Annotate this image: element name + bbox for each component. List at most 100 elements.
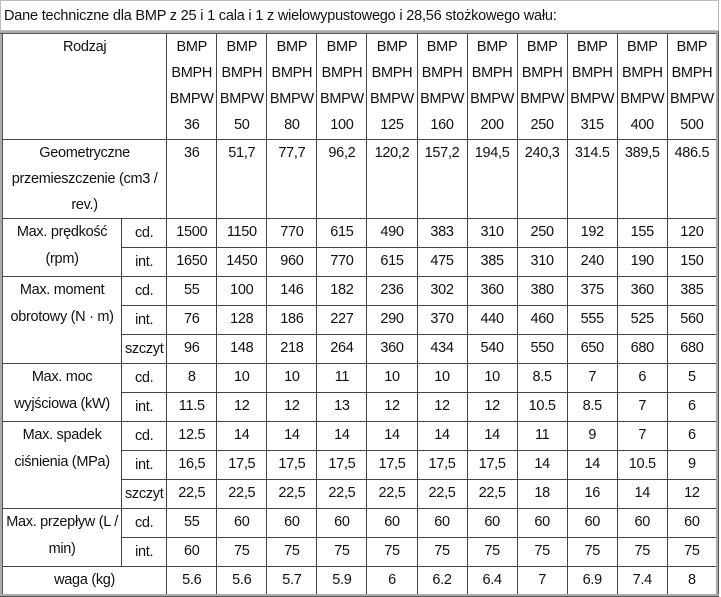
value-cell: 370 [416,305,468,335]
value-cell: 12 [366,392,418,422]
value-cell: 10 [416,363,468,393]
model-header-cell: BMP BMPH BMPW 250 [516,32,568,140]
value-cell: 14 [366,421,418,451]
value-cell: 7 [616,421,668,451]
value-cell: 17,5 [416,450,468,480]
model-size: 200 [480,117,504,133]
value-cell: 14 [566,450,618,480]
sub-label: int. [121,537,168,567]
value-cell: 770 [266,218,318,248]
value-cell: 77,7 [266,139,318,219]
model-l1: BMP [576,39,608,55]
value-cell: 5.6 [166,566,218,596]
weight-row: waga (kg) 5.6 5.6 5.7 5.9 6 6.2 6.4 7 6.9 7.4 8 [0,566,719,596]
model-l1: BMP [627,39,658,55]
model-size: 500 [680,117,704,133]
value-cell: 75 [366,537,418,567]
value-cell: 6.9 [566,566,618,596]
value-cell: 227 [316,305,368,335]
value-cell: 7.4 [616,566,668,596]
value-cell: 770 [316,247,368,277]
value-cell: 22,5 [466,479,518,509]
value-cell: 17,5 [466,450,518,480]
model-l2: BMPH [521,65,563,81]
header-label: Rodzaj [0,32,168,140]
value-cell: 14 [416,421,468,451]
model-size: 50 [234,117,250,133]
model-header-cell: BMP BMPH BMPW 80 [266,32,318,140]
value-cell: 192 [566,218,618,248]
value-cell: 14 [466,421,518,451]
sub-label: cd. [121,363,168,393]
value-cell: 182 [316,276,368,306]
model-l3: BMPW [420,91,465,107]
value-cell: 360 [366,334,418,364]
table-row: Max. moc wyjściowa (kW) cd. 8 10 10 11 10 10 10 8… [0,363,719,422]
model-l3: BMPW [520,91,565,107]
model-l2: BMPH [621,65,663,81]
model-header-cell: BMP BMPH BMPW 160 [416,32,468,140]
value-cell: 10.5 [516,392,568,422]
row-label: Max. prędkość (rpm) [0,218,123,277]
value-cell: 250 [516,218,568,248]
sub-label: szczyt [121,479,168,509]
model-size: 80 [284,117,300,133]
model-l2: BMPH [221,65,263,81]
header-row: Rodzaj BMP BMPH BMPW 36 BMP BMPH BMPW 50 BMP BMPH B… [0,32,719,140]
table-row: int. 16,5 17,5 17,5 17,5 17,5 17,5 17,5 14 14 10.5… [2,450,719,480]
value-cell: 264 [316,334,368,364]
value-cell: 8.5 [566,392,618,422]
value-cell: 120,2 [366,139,418,219]
model-l2: BMPH [421,65,463,81]
value-cell: 490 [366,218,418,248]
sub-label: cd. [121,218,168,248]
table-caption: Dane techniczne dla BMP z 25 i 1 cala i … [0,0,719,31]
value-cell: 128 [216,305,268,335]
value-cell: 96,2 [316,139,368,219]
value-cell: 11.5 [166,392,218,422]
value-cell: 22,5 [366,479,418,509]
value-cell: 75 [316,537,368,567]
value-cell: 22,5 [266,479,318,509]
value-cell: 60 [566,508,618,538]
model-size: 160 [430,117,454,133]
model-header-cell: BMP BMPH BMPW 315 [566,32,618,140]
value-cell: 60 [316,508,368,538]
value-cell: 385 [666,276,719,306]
table-row: szczyt 96 148 218 264 360 434 540 550 650 680 680 [2,334,719,364]
value-cell: 360 [466,276,518,306]
value-cell: 75 [216,537,268,567]
value-cell: 1150 [216,218,268,248]
value-cell: 8.5 [516,363,568,393]
model-l3: BMPW [570,91,615,107]
value-cell: 75 [616,537,668,567]
value-cell: 12 [416,392,468,422]
value-cell: 6 [366,566,418,596]
value-cell: 240 [566,247,618,277]
value-cell: 16,5 [166,450,218,480]
value-cell: 5.7 [266,566,318,596]
sub-label: int. [121,305,168,335]
value-cell: 5 [666,363,719,393]
value-cell: 525 [616,305,668,335]
value-cell: 12 [466,392,518,422]
value-cell: 486.5 [666,139,719,219]
value-cell: 155 [616,218,668,248]
value-cell: 6.2 [416,566,468,596]
value-cell: 75 [566,537,618,567]
model-l2: BMPH [471,65,513,81]
value-cell: 7 [616,392,668,422]
model-l1: BMP [226,39,258,55]
value-cell: 14 [516,450,568,480]
value-cell: 1450 [216,247,268,277]
value-cell: 555 [566,305,618,335]
value-cell: 22,5 [166,479,218,509]
value-cell: 440 [466,305,518,335]
value-cell: 60 [166,537,218,567]
value-cell: 1650 [166,247,218,277]
value-cell: 186 [266,305,318,335]
value-cell: 680 [616,334,668,364]
model-l3: BMPW [269,91,314,107]
value-cell: 120 [666,218,719,248]
value-cell: 314.5 [566,139,618,219]
